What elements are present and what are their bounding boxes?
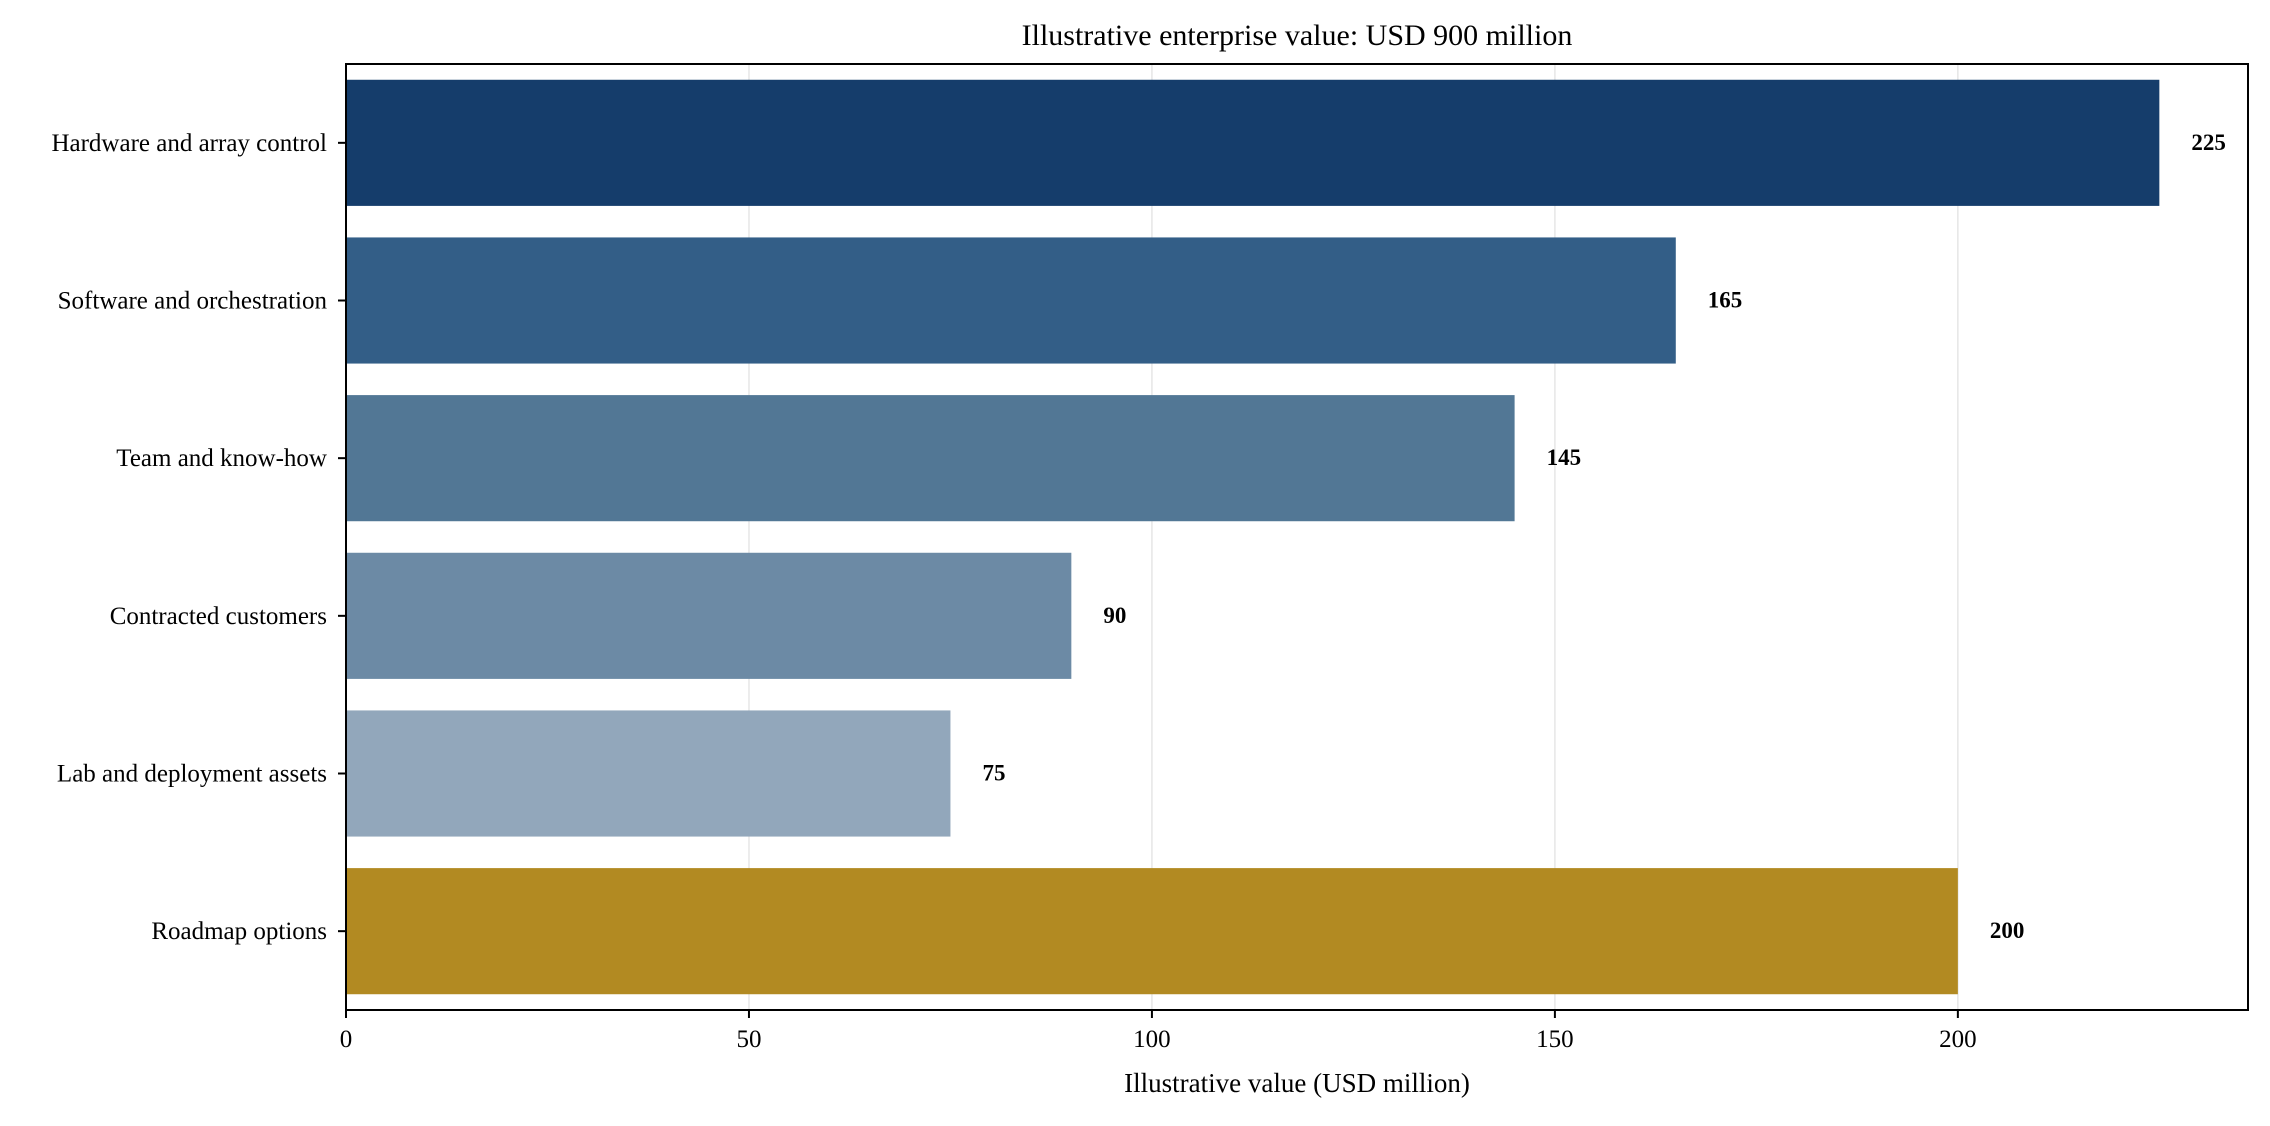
data-label: 200 [1990,918,2025,943]
category-label: Contracted customers [110,603,327,630]
data-label: 225 [2191,130,2226,155]
data-label: 90 [1103,603,1126,628]
chart-title: Illustrative enterprise value: USD 900 m… [1022,19,1573,52]
x-tick-label: 0 [340,1026,353,1053]
data-labels: 225 165 145 90 75 200 [982,130,2225,943]
x-axis-title: Illustrative value (USD million) [1124,1068,1470,1098]
x-tick-label: 200 [1939,1026,1977,1053]
x-tick-label: 50 [736,1026,761,1053]
bar [346,395,1515,522]
bars [346,79,2160,995]
bar [346,79,2160,206]
y-axis-categories: Hardware and array control Software and o… [51,130,346,945]
data-label: 75 [982,761,1005,786]
category-label: Lab and deployment assets [57,761,327,788]
plot-frame [345,63,2249,1011]
bar [346,552,1072,679]
data-label: 165 [1708,288,1743,313]
category-label: Software and orchestration [58,288,328,315]
gridlines [748,64,1959,1010]
category-label: Roadmap options [151,918,327,945]
bar [346,710,951,837]
category-label: Team and know-how [116,445,327,472]
x-axis-ticks: 0 50 100 150 200 [340,1010,1977,1053]
x-tick-label: 150 [1536,1026,1574,1053]
x-tick-label: 100 [1133,1026,1171,1053]
bar [346,237,1676,364]
bar [346,868,1958,995]
category-label: Hardware and array control [51,130,327,157]
data-label: 145 [1547,445,1582,470]
